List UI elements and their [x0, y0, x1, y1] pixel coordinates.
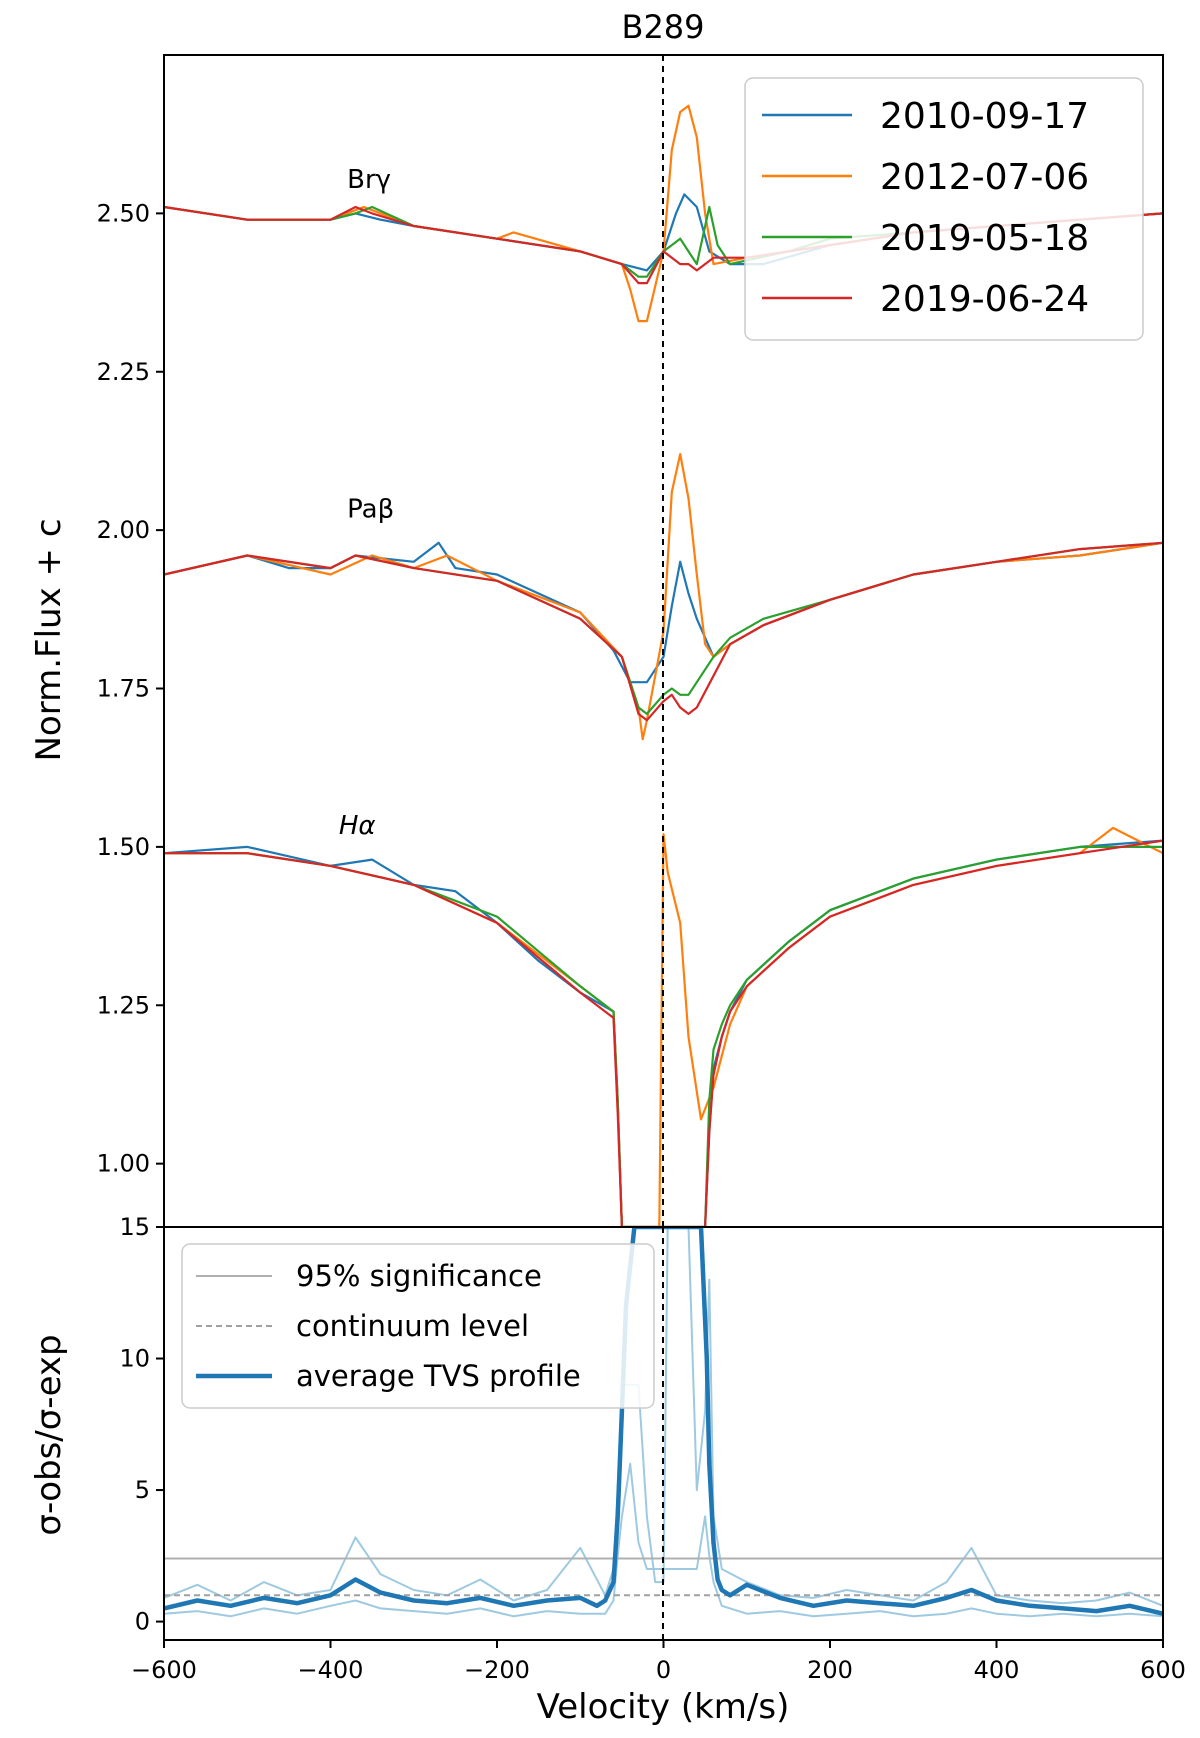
bottom-axes-frame [163, 1226, 1164, 1641]
legend-entry: 2019-05-18 [880, 218, 1089, 259]
bottom-y-tick-label: 10 [119, 1345, 150, 1373]
x-tick-label: −600 [131, 1656, 197, 1684]
top-y-tick-label: 2.50 [97, 199, 150, 227]
top-y-tick-label: 1.50 [97, 833, 150, 861]
series-2019-05-18-line-2 [164, 845, 1163, 1227]
bottom-y-tick-label: 0 [135, 1608, 150, 1636]
legend-entry: continuum level [296, 1309, 529, 1343]
top-legend: 2010-09-17 2012-07-06 2019-05-18 2019-06-24 [744, 77, 1144, 341]
x-axis-title: Velocity (km/s) [537, 1687, 790, 1727]
bottom-y-ticks: 0 5 10 15 [119, 1213, 164, 1636]
line-label: Paβ [347, 494, 394, 524]
series-2019-06-24-line-2 [164, 839, 1163, 1227]
line-label: Brγ [347, 165, 391, 195]
top-legend-box [744, 77, 1144, 341]
top-y-ticks: 1.00 1.25 1.50 1.75 2.00 2.25 2.50 [97, 199, 164, 1178]
bottom-legend: 95% significance continuum level average T… [181, 1243, 655, 1409]
x-ticks: −600 −400 −200 0 200 400 600 [131, 1640, 1186, 1684]
top-y-tick-label: 2.00 [97, 516, 150, 544]
x-tick-label: 400 [974, 1656, 1020, 1684]
top-y-tick-label: 1.00 [97, 1150, 150, 1178]
top-y-tick-label: 2.25 [97, 358, 150, 386]
legend-entry: 2010-09-17 [880, 96, 1089, 137]
x-tick-label: −400 [298, 1656, 364, 1684]
x-tick-label: −200 [464, 1656, 530, 1684]
bottom-y-tick-label: 5 [135, 1476, 150, 1504]
legend-entry: 2012-07-06 [880, 157, 1089, 198]
legend-entry: average TVS profile [296, 1359, 581, 1393]
top-y-axis-title: Norm.Flux + c [29, 518, 69, 761]
spectral-line-labels: Brγ Paβ Hα [339, 165, 394, 841]
x-tick-label: 600 [1140, 1656, 1186, 1684]
chart-title: B289 [621, 8, 704, 46]
x-tick-label: 0 [656, 1656, 671, 1684]
legend-entry: 2019-06-24 [880, 279, 1089, 320]
bottom-legend-box [181, 1243, 655, 1409]
bottom-y-axis-title: σ-obs/σ-exp [29, 1334, 69, 1535]
series-2019-06-24-line-1 [164, 541, 1163, 722]
legend-entry: 95% significance [296, 1259, 542, 1293]
tvs-individual-line [164, 1462, 1163, 1618]
top-y-tick-label: 1.75 [97, 675, 150, 703]
line-label: Hα [339, 811, 376, 841]
top-panel-series [164, 104, 1163, 1227]
bottom-y-tick-label: 15 [119, 1213, 150, 1241]
top-y-tick-label: 1.25 [97, 991, 150, 1019]
x-tick-label: 200 [807, 1656, 853, 1684]
average-tvs-line [164, 1227, 1163, 1616]
